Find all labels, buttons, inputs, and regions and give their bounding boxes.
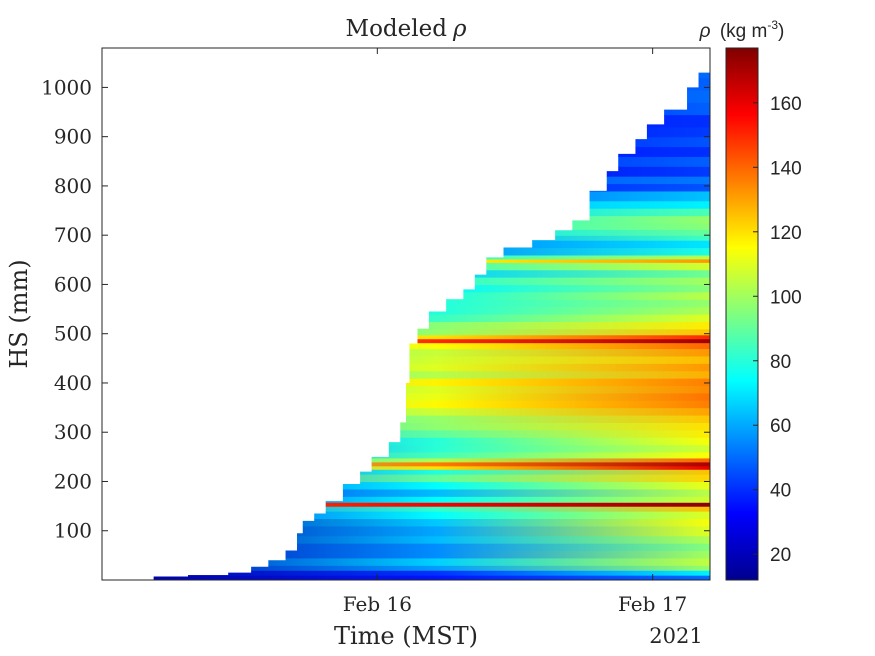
density-layer xyxy=(153,363,710,372)
density-layer xyxy=(153,575,710,581)
colorbar-tick-label: 20 xyxy=(770,545,791,566)
colorbar-gradient xyxy=(725,47,759,581)
density-layer xyxy=(153,321,710,330)
colorbar-tick-label: 40 xyxy=(770,481,791,502)
colorbar-tick-label: 120 xyxy=(770,223,802,244)
y-tick-label: 700 xyxy=(54,223,92,247)
density-layer xyxy=(153,429,710,438)
density-layer xyxy=(153,451,710,459)
density-layer xyxy=(153,469,710,475)
y-tick-label: 300 xyxy=(54,420,92,444)
colorbar-tick-label: 80 xyxy=(770,352,791,373)
density-layer xyxy=(153,444,710,453)
y-tick-label: 100 xyxy=(54,519,92,543)
y-tick-label: 900 xyxy=(54,125,92,149)
colorbar: 20 40 60 80 100 120 140 160 ρ (kg m-3) xyxy=(699,18,802,581)
density-layer xyxy=(153,342,710,350)
density-layer xyxy=(153,457,710,463)
colorbar-label: ρ (kg m-3) xyxy=(699,18,785,42)
density-layer xyxy=(153,314,710,322)
y-tick-label: 400 xyxy=(54,371,92,395)
density-layer xyxy=(153,557,710,566)
density-layer xyxy=(153,355,710,364)
y-tick-label: 500 xyxy=(54,322,92,346)
density-layer xyxy=(153,437,710,446)
density-layer xyxy=(153,474,710,483)
plot-frame xyxy=(101,47,711,581)
year-label: 2021 xyxy=(649,624,702,648)
density-layer xyxy=(153,370,710,379)
density-layer xyxy=(153,543,710,552)
x-axis: Feb 16 Feb 17 xyxy=(343,48,687,616)
density-layer xyxy=(153,328,710,336)
density-layer xyxy=(153,334,710,340)
density-layer xyxy=(153,400,710,409)
density-layer xyxy=(153,461,710,467)
density-layer xyxy=(153,465,710,470)
density-layer xyxy=(153,518,710,527)
density-layer xyxy=(153,338,710,344)
density-layer xyxy=(153,378,710,387)
density-layer xyxy=(153,422,710,431)
density-layer xyxy=(153,502,710,507)
colorbar-tick-label: 100 xyxy=(770,287,802,308)
density-layer xyxy=(153,535,710,544)
y-axis: 100 200 300 400 500 600 700 800 900 1000 xyxy=(41,75,710,543)
density-layer xyxy=(153,565,710,571)
x-axis-label: Time (MST) xyxy=(334,622,478,650)
density-layer xyxy=(153,496,710,503)
density-layer xyxy=(153,511,710,520)
y-tick-label: 200 xyxy=(54,469,92,493)
colorbar-tick-label: 60 xyxy=(770,416,791,437)
density-layer xyxy=(153,550,710,559)
density-layer xyxy=(153,414,710,423)
colorbar-ticks: 20 40 60 80 100 120 140 160 xyxy=(753,94,802,566)
y-tick-label: 1000 xyxy=(41,75,92,99)
x-tick-label: Feb 17 xyxy=(618,592,687,616)
y-axis-label: HS (mm) xyxy=(5,259,33,368)
density-layer xyxy=(153,407,710,416)
x-tick-label: Feb 16 xyxy=(343,592,412,616)
density-layer xyxy=(153,348,710,357)
y-tick-label: 600 xyxy=(54,272,92,296)
y-tick-label: 800 xyxy=(54,174,92,198)
density-layer xyxy=(153,570,710,576)
colorbar-tick-label: 140 xyxy=(770,158,802,179)
chart-title: Modeled ρ xyxy=(346,16,467,42)
density-layer xyxy=(153,481,710,490)
colorbar-tick-label: 160 xyxy=(770,94,802,115)
heatmap-plot-area xyxy=(101,47,711,581)
density-layer xyxy=(153,392,710,401)
density-layer xyxy=(153,506,710,512)
density-layer xyxy=(153,525,710,537)
density-layer xyxy=(153,488,710,497)
density-layer xyxy=(153,385,710,394)
